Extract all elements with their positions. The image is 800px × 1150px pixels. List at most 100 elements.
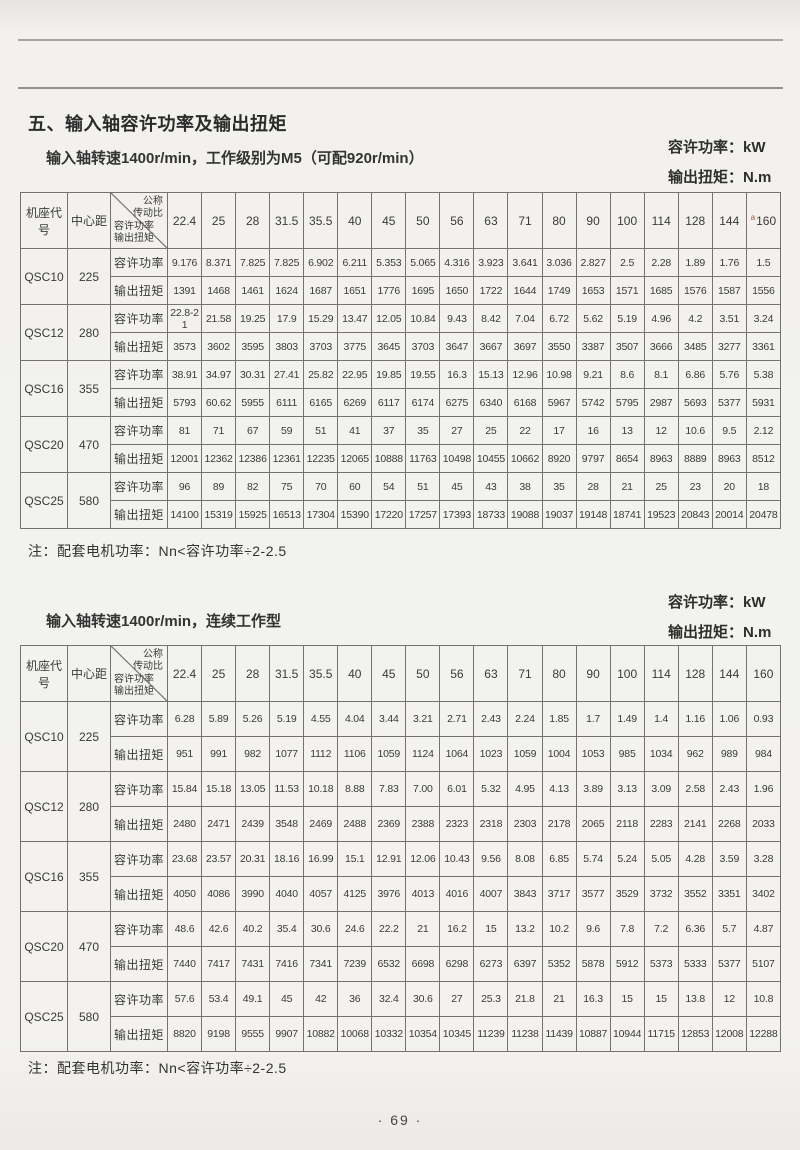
frame-code-header: 机座代号 [20,192,68,249]
torque-value-cell: 1556 [745,276,782,305]
ratio-header-cell: 56 [439,645,475,702]
torque-value-cell: 1624 [269,276,305,305]
torque-value-cell: 3666 [643,332,679,361]
torque-value-cell: 2369 [371,806,407,842]
power-value-cell: 89 [201,472,237,501]
ratio-header-cell: 25 [201,645,237,702]
torque-value-cell: 20843 [677,500,713,529]
torque-value-cell: 1468 [201,276,237,305]
ratio-header-cell: 25 [201,192,237,249]
power-value-cell: 1.16 [677,701,713,737]
power-value-cell: 17.9 [269,304,305,333]
torque-value-cell: 1571 [609,276,645,305]
torque-value-cell: 2033 [745,806,782,842]
table2-note: 注：配套电机功率：Nn<容许功率÷2-2.5 [28,1060,287,1076]
torque-value-cell: 12853 [677,1016,713,1052]
torque-value-cell: 6269 [337,388,373,417]
power-value-cell: 2.24 [507,701,543,737]
power-value-cell: 1.85 [541,701,577,737]
torque-value-cell: 10944 [609,1016,645,1052]
torque-row: 输出扭矩 951 991 982 1077 1112 1106 1059 1124 1064 102… [21,736,782,772]
power-row-label: 容许功率 [110,416,168,445]
power-value-cell: 32.4 [371,981,407,1017]
ratio-header-cell: 63 [473,192,509,249]
power-value-cell: 16.2 [439,911,475,947]
torque-value-cell: 951 [166,736,203,772]
page-number: · 69 · [377,1112,423,1128]
torque-row: 输出扭矩 5793 60.62 5955 6111 6165 6269 6117 6174 627… [21,388,782,417]
torque-row-label: 输出扭矩 [110,876,168,912]
center-distance-cell: 280 [67,771,111,842]
power-row: QSC20 470 容许功率 48.6 42.6 40.2 35.4 30.6 24.6 22.2… [20,911,782,982]
power-value-cell: 75 [269,472,305,501]
torque-value-cell: 6168 [507,388,543,417]
power-value-cell: 53.4 [201,981,237,1017]
torque-value-cell: 12235 [303,444,339,473]
frame-code-header: 机座代号 [20,645,68,702]
torque-value-cell: 4040 [269,876,305,912]
model-cell: QSC16 [20,841,68,912]
torque-value-cell: 7239 [337,946,373,982]
power-value-cell: 16.3 [575,981,611,1017]
power-value-cell: 10.6 [677,416,713,445]
ratio-header-cell: 114 [643,192,679,249]
power-value-cell: 34.97 [201,360,237,389]
torque-value-cell: 9198 [201,1016,237,1052]
torque-value-cell: 6275 [439,388,475,417]
torque-value-cell: 3667 [473,332,509,361]
torque-value-cell: 2178 [541,806,577,842]
torque-value-cell: 6698 [405,946,441,982]
ratio-header-cell: 28 [235,192,271,249]
power-value-cell: 16.3 [439,360,475,389]
torque-value-cell: 1077 [269,736,305,772]
power-value-cell: 4.95 [507,771,543,807]
power-value-cell: 3.13 [609,771,645,807]
power-value-cell: 30.6 [303,911,339,947]
torque-value-cell: 17304 [303,500,339,529]
power-row: QSC25 580 容许功率 57.6 53.4 49.1 45 42 36 32.4 30.6 27… [20,981,782,1052]
torque-value-cell: 20014 [711,500,747,529]
power-value-cell: 9.6 [575,911,611,947]
ratio-header-cell: 40 [337,645,373,702]
power-value-cell: 8.1 [643,360,679,389]
torque-value-cell: 3529 [609,876,645,912]
torque-value-cell: 3703 [405,332,441,361]
torque-value-cell: 3843 [507,876,543,912]
power-value-cell: 4.28 [677,841,713,877]
power-row: QSC12 280 容许功率 22.8-21 21.58 19.25 17.9 15.29 13… [20,304,782,361]
torque-value-cell: 12288 [745,1016,782,1052]
ratio-header-cell: 90 [575,645,611,702]
ratio-header-cell: 71 [507,192,543,249]
power-value-cell: 25 [643,472,679,501]
torque-value-cell: 10332 [371,1016,407,1052]
torque-value-cell: 9907 [269,1016,305,1052]
torque-value-cell: 14100 [166,500,203,529]
torque-row: 输出扭矩 2480 2471 2439 3548 2469 2488 2369 2388 2323… [21,806,782,842]
power-value-cell: 12.06 [405,841,441,877]
power-value-cell: 10.8 [745,981,782,1017]
power-value-cell: 57.6 [166,981,203,1017]
center-distance-cell: 470 [67,911,111,982]
power-value-cell: 48.6 [166,911,203,947]
torque-unit-label: 输出扭矩：N.m [668,624,772,641]
power-value-cell: 10.2 [541,911,577,947]
power-row-label: 容许功率 [110,981,168,1017]
torque-value-cell: 6273 [473,946,509,982]
power-value-cell: 37 [371,416,407,445]
torque-value-cell: 8512 [745,444,782,473]
power-value-cell: 6.28 [166,701,203,737]
torque-value-cell: 3703 [303,332,339,361]
power-value-cell: 6.902 [303,248,339,277]
torque-value-cell: 7341 [303,946,339,982]
torque-value-cell: 3976 [371,876,407,912]
torque-value-cell: 3647 [439,332,475,361]
torque-value-cell: 2065 [575,806,611,842]
torque-row-label: 输出扭矩 [110,806,168,842]
power-value-cell: 12.91 [371,841,407,877]
ratio-header-cell: 144 [711,645,747,702]
torque-value-cell: 10455 [473,444,509,473]
torque-value-cell: 10662 [507,444,543,473]
power-value-cell: 40.2 [235,911,271,947]
power-value-cell: 13.8 [677,981,713,1017]
